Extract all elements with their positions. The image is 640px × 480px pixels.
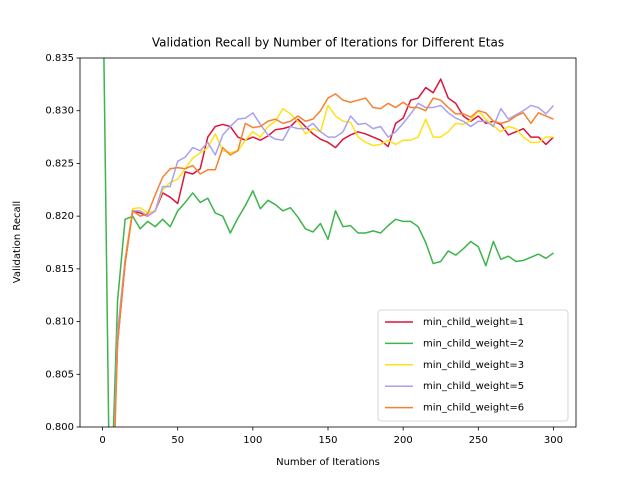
y-tick-label: 0.805: [45, 369, 74, 380]
legend-label: min_child_weight=2: [423, 338, 524, 349]
series-line: [114, 93, 554, 427]
series-line: [113, 102, 555, 427]
legend-label: min_child_weight=3: [423, 360, 524, 371]
x-axis-label: Number of Iterations: [276, 457, 380, 468]
x-tick-label: 200: [394, 435, 413, 446]
y-tick-label: 0.830: [45, 106, 74, 117]
x-tick-label: 150: [318, 435, 337, 446]
legend-label: min_child_weight=1: [423, 317, 524, 328]
legend-label: min_child_weight=6: [423, 403, 524, 414]
y-tick-label: 0.825: [45, 158, 74, 169]
x-tick-label: 50: [171, 435, 184, 446]
y-axis-label: Validation Recall: [12, 201, 23, 283]
plot-area: [103, 58, 555, 427]
x-tick-label: 0: [99, 435, 105, 446]
y-tick-label: 0.835: [45, 53, 74, 64]
x-tick-label: 300: [544, 435, 563, 446]
series-line: [103, 58, 554, 427]
y-tick-label: 0.815: [45, 264, 74, 275]
y-tick-label: 0.820: [45, 211, 74, 222]
legend-label: min_child_weight=5: [423, 381, 524, 392]
x-tick-label: 100: [243, 435, 262, 446]
y-tick-label: 0.810: [45, 317, 74, 328]
x-tick-label: 250: [469, 435, 488, 446]
series-line: [113, 78, 554, 427]
legend-box: [377, 309, 569, 422]
y-tick-label: 0.800: [45, 422, 74, 433]
chart-title: Validation Recall by Number of Iteration…: [152, 36, 504, 50]
